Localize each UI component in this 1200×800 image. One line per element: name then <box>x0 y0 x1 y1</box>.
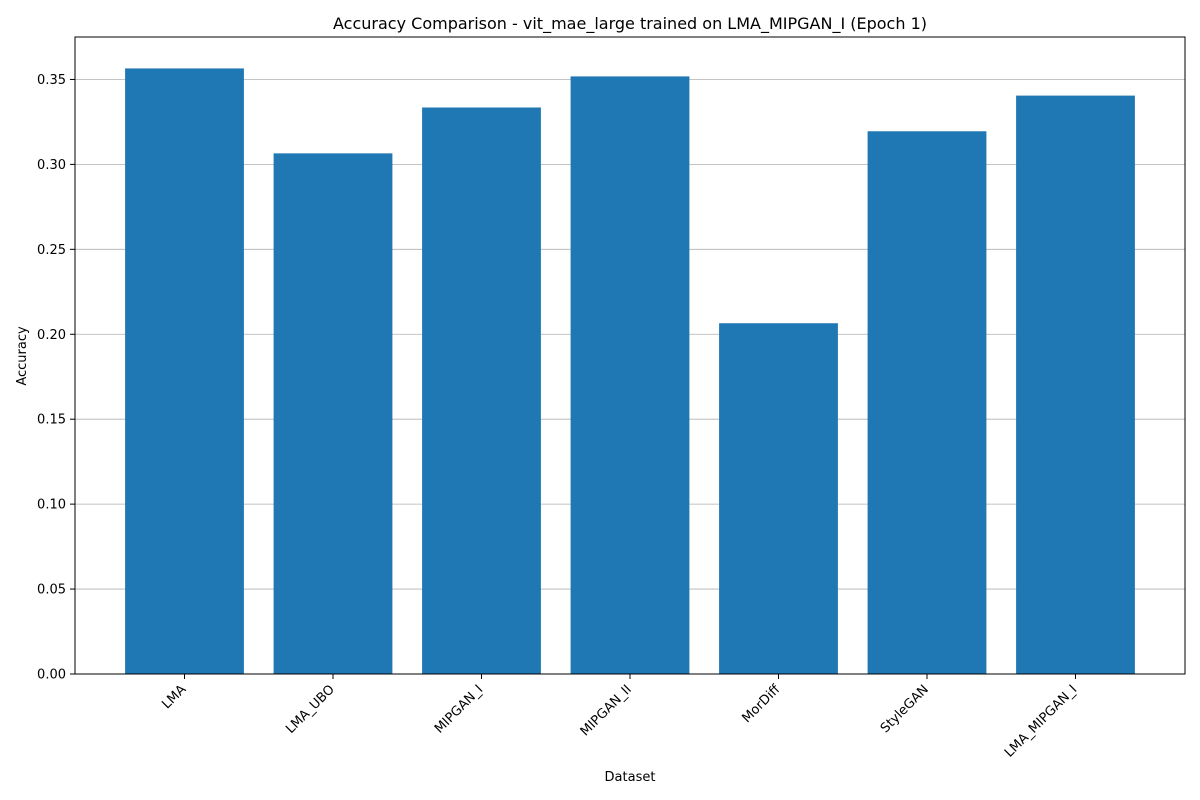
bar <box>125 68 244 674</box>
y-tick-label: 0.20 <box>37 328 66 343</box>
y-tick-label: 0.35 <box>37 73 66 88</box>
bars <box>125 68 1135 675</box>
y-axis-ticks: 0.00 0.05 0.10 0.15 0.20 0.25 0.30 0.35 <box>37 73 75 683</box>
y-tick-label: 0.10 <box>37 498 66 513</box>
bar <box>867 131 987 674</box>
bar <box>570 76 690 675</box>
y-tick-label: 0.05 <box>37 583 66 598</box>
chart-title: Accuracy Comparison - vit_mae_large trai… <box>333 14 927 34</box>
y-axis-label: Accuracy <box>15 326 30 386</box>
x-axis-label: Dataset <box>605 770 656 785</box>
y-tick-label: 0.00 <box>37 668 66 683</box>
y-tick-label: 0.15 <box>37 413 66 428</box>
bar <box>719 323 838 674</box>
bar <box>1016 95 1135 674</box>
bar <box>273 153 393 675</box>
bar <box>422 107 541 674</box>
y-tick-label: 0.25 <box>37 243 66 258</box>
y-tick-label: 0.30 <box>37 158 66 173</box>
